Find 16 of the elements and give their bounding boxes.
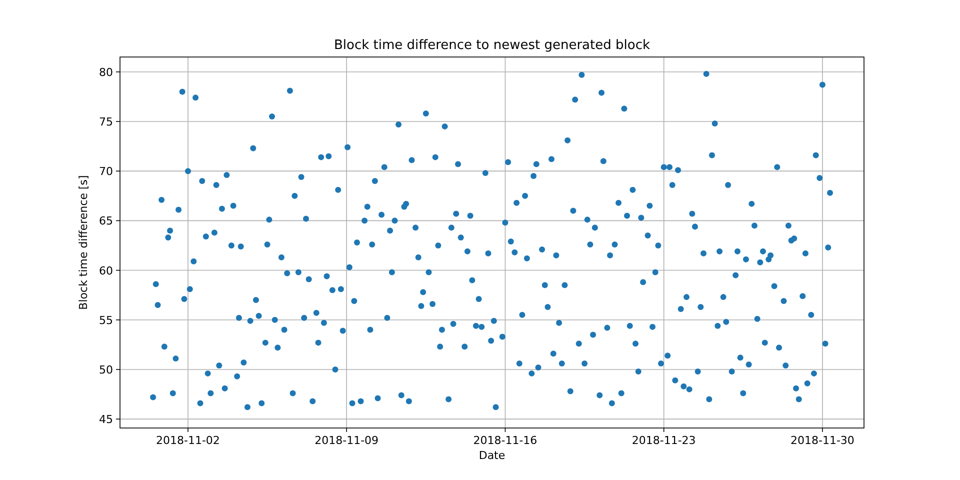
y-tick-label: 80 <box>99 66 113 79</box>
y-tick-label: 50 <box>99 363 113 376</box>
x-tick-label: 2018-11-02 <box>156 434 220 447</box>
x-axis-title: Date <box>478 449 506 462</box>
y-tick-label: 65 <box>99 214 113 228</box>
x-tick-label: 2018-11-30 <box>790 434 854 447</box>
chart-title: Block time difference to newest generated block <box>334 38 650 53</box>
y-tick-label: 45 <box>99 413 113 426</box>
x-tick-label: 2018-11-23 <box>632 434 696 447</box>
x-tick-label: 2018-11-09 <box>314 434 379 447</box>
x-tick-label: 2018-11-16 <box>473 434 538 447</box>
y-tick-label: 70 <box>99 165 113 178</box>
y-tick-label: 55 <box>99 314 113 327</box>
y-tick-label: 60 <box>99 264 113 278</box>
y-tick-label: 75 <box>99 115 113 128</box>
y-axis-title: Block time difference [s] <box>77 175 90 310</box>
